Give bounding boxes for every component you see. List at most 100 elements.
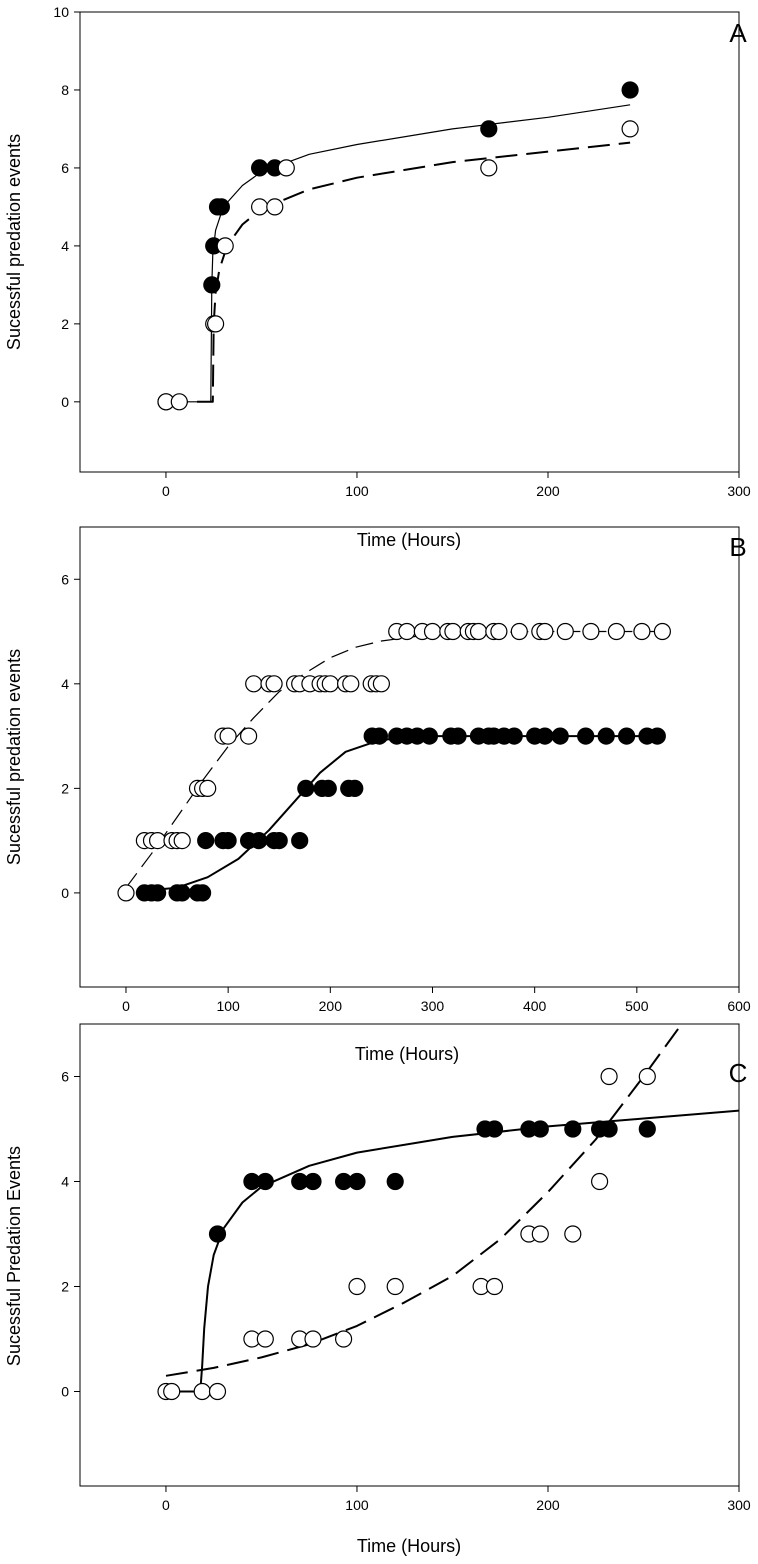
filled-point [505,727,523,745]
panel-label: A [729,18,747,48]
x-axis-title: Time (Hours) [357,530,461,550]
filled-point [480,120,498,138]
open-point [638,1067,656,1086]
y-tick-label: 2 [61,1279,69,1295]
filled-point [621,81,639,99]
y-axis: 0 2 4 6 [61,1069,80,1400]
filled-point [600,1120,618,1138]
fit-line [166,1109,739,1393]
open-point [240,727,258,745]
x-axis: 0 100 200 300 [162,1486,751,1513]
y-tick-label: 2 [61,780,69,796]
y-tick-label: 6 [61,160,69,176]
x-axis-title: Time (Hours) [357,1536,461,1556]
open-point [372,675,390,693]
filled-point [536,727,554,745]
filled-point [597,727,615,745]
x-axis: 0 100 200 300 400 500 600 [122,987,751,1014]
filled-point [617,727,636,745]
fit-lines [166,104,631,403]
open-point [469,622,488,641]
filled-point [648,727,666,745]
plot-frame [79,11,740,473]
filled-point [208,1225,227,1243]
filled-point [297,779,315,798]
open-point [173,831,191,850]
filled-point [256,1172,274,1191]
panel-c: 0 100 200 300 0 2 4 6 C Time (Hours) Sucessful… [4,1023,751,1556]
data-points [157,1067,656,1401]
x-tick-label: 0 [162,1497,170,1513]
y-tick-label: 4 [61,676,69,692]
open-point [335,1330,353,1348]
x-tick-label: 600 [727,998,751,1014]
open-point [117,884,135,902]
x-axis: 0 100 200 300 [162,472,751,499]
filled-point [319,779,337,798]
y-axis: 0 2 4 6 [61,571,80,901]
open-point [386,1277,404,1296]
fit-line [144,735,658,892]
filled-point [531,1120,549,1138]
x-tick-label: 0 [122,998,130,1014]
filled-point [291,831,309,850]
y-tick-label: 0 [61,394,69,410]
panel-label: B [729,532,746,562]
y-tick-label: 2 [61,316,69,332]
filled-point [638,1120,656,1138]
y-tick-label: 4 [61,238,69,254]
x-axis-title: Time (Hours) [355,1044,459,1064]
x-tick-label: 100 [345,483,369,499]
open-point [277,159,295,177]
filled-point [348,1172,366,1191]
open-point [444,622,462,641]
open-point [207,315,225,333]
filled-point [564,1120,582,1138]
open-point [321,675,339,693]
data-points [157,81,639,411]
open-point [607,622,626,641]
x-tick-label: 100 [345,1497,369,1513]
open-point [256,1330,274,1348]
open-point [251,198,269,216]
filled-point [346,779,364,798]
filled-point [304,1172,322,1191]
open-point [219,727,237,745]
open-point [633,622,651,641]
x-tick-label: 200 [536,1497,560,1513]
filled-point [212,198,230,216]
filled-point [197,831,215,850]
filled-point [194,884,212,902]
x-tick-label: 100 [216,998,240,1014]
filled-point [173,884,191,902]
plot-frame [79,526,740,988]
open-point [265,675,283,693]
fit-line [166,141,631,403]
filled-point [149,884,167,902]
open-point [621,120,639,138]
filled-point [386,1172,404,1191]
open-point [245,675,263,693]
filled-point [219,831,237,850]
open-point [582,622,600,641]
open-point [193,1382,211,1401]
x-tick-label: 300 [727,1497,751,1513]
open-point [348,1277,366,1296]
open-point [170,393,188,411]
y-axis-title: Sucessful predation events [4,649,24,865]
x-tick-label: 500 [625,998,649,1014]
open-point [398,622,416,641]
filled-point [420,727,438,745]
open-point [342,675,360,693]
open-point [423,622,442,641]
y-tick-label: 4 [61,1174,69,1190]
open-point [304,1330,322,1348]
x-tick-label: 300 [727,483,751,499]
open-point [653,622,672,641]
x-tick-label: 300 [421,998,445,1014]
x-tick-label: 200 [536,483,560,499]
filled-point [250,831,268,850]
fit-lines [125,630,663,892]
x-tick-label: 200 [319,998,343,1014]
